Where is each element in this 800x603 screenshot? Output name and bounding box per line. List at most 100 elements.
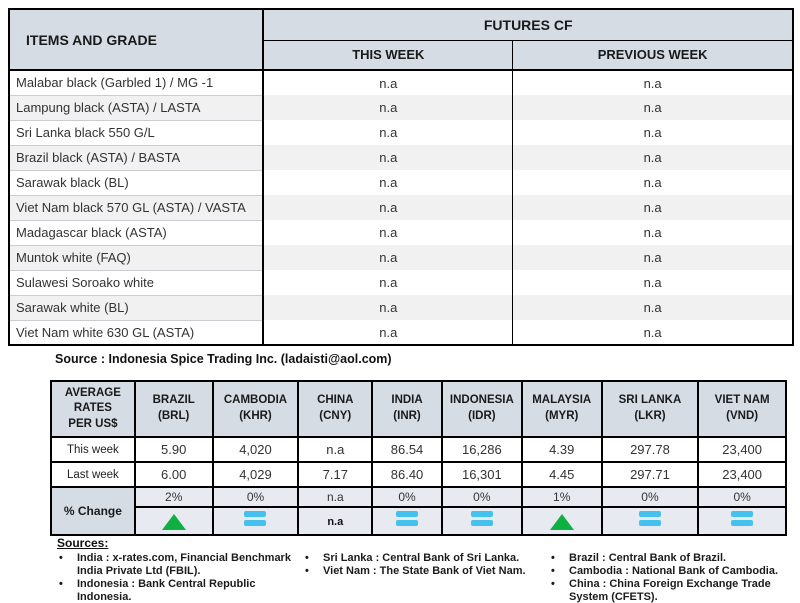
no-change-icon <box>244 508 267 529</box>
table-row: % Change 2% 0% n.a 0% 0% 1% 0% 0% <box>50 486 787 536</box>
rate-column-header-china: CHINA (CNY) <box>297 380 374 438</box>
rate-value: 23,400 <box>697 436 787 463</box>
this-week-value: n.a <box>263 195 514 220</box>
rate-value: 5.90 <box>133 436 214 463</box>
rate-value: 297.78 <box>600 436 700 463</box>
rate-value: 4,029 <box>211 461 300 488</box>
sources-section: Sources: India : x-rates.com, Financial … <box>57 536 792 603</box>
trend-cell <box>371 506 443 536</box>
sources-column-1: India : x-rates.com, Financial Benchmark… <box>57 552 302 603</box>
this-week-value: n.a <box>263 295 514 320</box>
rate-value: 16,301 <box>440 461 523 488</box>
rate-column-header-sri-lanka: SRI LANKA (LKR) <box>600 380 700 438</box>
trend-cell <box>211 506 300 536</box>
rate-value: 4.45 <box>520 461 603 488</box>
this-week-value: n.a <box>263 320 514 345</box>
table-row: Muntok white (FAQ) n.a n.a <box>9 245 793 271</box>
source-note: Source : Indonesia Spice Trading Inc. (l… <box>55 352 392 366</box>
this-week-value: n.a <box>263 170 514 195</box>
rate-value: 86.54 <box>371 436 443 463</box>
pct-change-value: 1% <box>520 486 603 508</box>
sources-column-3: Brazil : Central Bank of Brazil. Cambodi… <box>549 552 789 603</box>
pct-change-value: 0% <box>371 486 443 508</box>
table-row: Brazil black (ASTA) / BASTA n.a n.a <box>9 145 793 171</box>
this-week-value: n.a <box>263 70 514 95</box>
table-row: Sri Lanka black 550 G/L n.a n.a <box>9 120 793 146</box>
prev-week-value: n.a <box>512 195 793 220</box>
rate-column-header-indonesia: INDONESIA (IDR) <box>440 380 523 438</box>
prev-week-value: n.a <box>643 324 662 340</box>
rate-value: 16,286 <box>440 436 523 463</box>
rate-value: 7.17 <box>297 461 374 488</box>
prev-week-value: n.a <box>643 75 662 91</box>
no-change-icon <box>731 508 754 529</box>
rate-value: 4,020 <box>211 436 300 463</box>
trend-cell <box>133 506 214 536</box>
table-row: Sarawak black (BL) n.a n.a <box>9 170 793 196</box>
rates-label-line: RATES <box>73 402 112 415</box>
rate-value: 23,400 <box>697 461 787 488</box>
last-week-row-label: Last week <box>50 461 136 488</box>
trend-cell <box>697 506 787 536</box>
trend-cell <box>600 506 700 536</box>
pct-change-value: n.a <box>297 486 374 508</box>
futures-cf-header: FUTURES CF <box>263 9 793 41</box>
this-week-value: n.a <box>263 120 514 145</box>
no-change-icon <box>638 508 661 529</box>
no-change-icon <box>396 508 419 529</box>
futures-table: ITEMS AND GRADE FUTURES CF THIS WEEK PRE… <box>8 8 794 346</box>
prev-week-value: n.a <box>643 175 662 190</box>
trend-up-icon <box>549 514 574 530</box>
source-item: Cambodia : National Bank of Cambodia. <box>549 565 789 578</box>
this-week-value: n.a <box>263 220 514 245</box>
this-week-row-label: This week <box>50 436 136 463</box>
trend-cell <box>440 506 523 536</box>
item-name-cell: Madagascar black (ASTA) <box>9 220 265 246</box>
source-item: Sri Lanka : Central Bank of Sri Lanka. <box>303 552 538 565</box>
prev-week-value: n.a <box>512 295 793 320</box>
source-item: China : China Foreign Exchange Trade Sys… <box>549 578 789 603</box>
prev-week-value: n.a <box>643 225 662 240</box>
prev-week-value: n.a <box>643 275 662 290</box>
table-row: This week 5.90 4,020 n.a 86.54 16,286 4.… <box>50 436 787 463</box>
rate-column-header-cambodia: CAMBODIA (KHR) <box>211 380 300 438</box>
prev-week-value: n.a <box>512 245 793 270</box>
item-name-cell: Viet Nam white 630 GL (ASTA) <box>9 320 265 346</box>
rate-value: 86.40 <box>371 461 443 488</box>
table-row: n.a <box>51 506 787 536</box>
rate-value: 297.71 <box>600 461 700 488</box>
table-row: Lampung black (ASTA) / LASTA n.a n.a <box>9 95 793 121</box>
this-week-value: n.a <box>263 145 514 170</box>
source-item: Indonesia : Bank Central Republic Indone… <box>57 578 302 603</box>
pct-change-value: 2% <box>133 486 214 508</box>
rate-value: 6.00 <box>133 461 214 488</box>
prev-week-value: n.a <box>512 145 793 170</box>
table-row: Viet Nam black 570 GL (ASTA) / VASTA n.a… <box>9 195 793 221</box>
item-name-cell: Sri Lanka black 550 G/L <box>9 120 265 146</box>
prev-week-value: n.a <box>512 95 793 120</box>
pct-change-value: 0% <box>440 486 523 508</box>
table-row: Last week 6.00 4,029 7.17 86.40 16,301 4… <box>50 461 787 488</box>
rate-column-header-india: INDIA (INR) <box>371 380 443 438</box>
rates-label-line: AVERAGE <box>64 386 121 399</box>
table-row: Malabar black (Garbled 1) / MG -1 n.a n.… <box>9 70 793 96</box>
this-week-value: n.a <box>263 95 514 120</box>
trend-up-icon <box>161 514 186 530</box>
sources-column-2: Sri Lanka : Central Bank of Sri Lanka. V… <box>303 552 538 578</box>
table-row: Sarawak white (BL) n.a n.a <box>9 295 793 321</box>
rate-column-header-malaysia: MALAYSIA (MYR) <box>520 380 603 438</box>
trend-cell: n.a <box>297 506 374 536</box>
item-name-cell: Muntok white (FAQ) <box>9 245 265 271</box>
source-item: Brazil : Central Bank of Brazil. <box>549 552 789 565</box>
this-week-value: n.a <box>263 245 514 270</box>
source-item: India : x-rates.com, Financial Benchmark… <box>57 552 302 578</box>
rate-value: n.a <box>297 436 374 463</box>
item-name-cell: Sulawesi Soroako white <box>9 270 265 296</box>
item-name-cell: Malabar black (Garbled 1) / MG -1 <box>9 70 265 96</box>
item-name-cell: Sarawak black (BL) <box>9 170 265 196</box>
item-name-cell: Viet Nam black 570 GL (ASTA) / VASTA <box>9 195 265 221</box>
pct-change-value: 0% <box>600 486 700 508</box>
source-item: Viet Nam : The State Bank of Viet Nam. <box>303 565 538 578</box>
rates-label-line: PER US$ <box>68 417 118 430</box>
